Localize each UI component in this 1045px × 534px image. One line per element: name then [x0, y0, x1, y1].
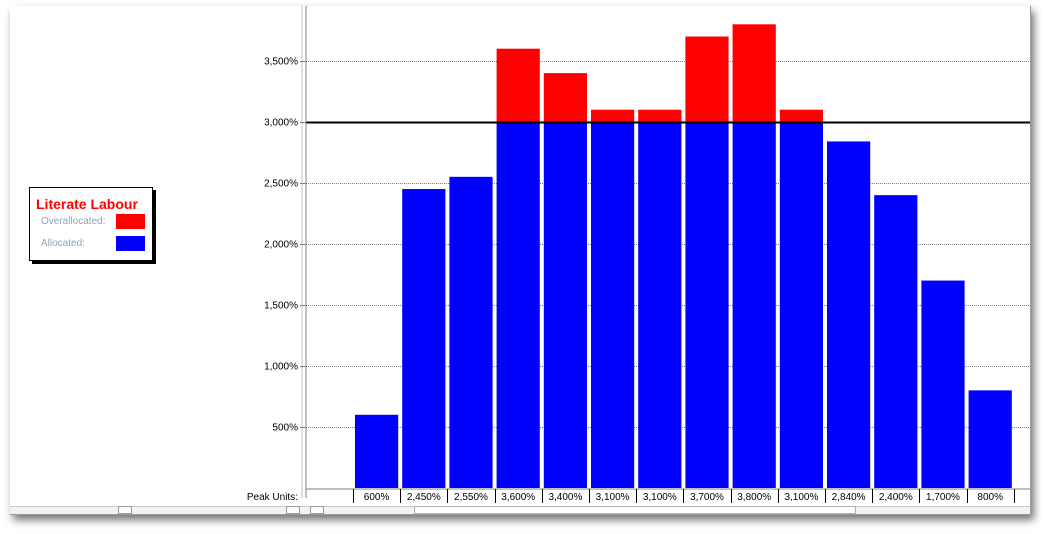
y-tick-label: 2,500%: [264, 179, 298, 190]
scroll-arrow-left[interactable]: [118, 506, 132, 514]
horizontal-scrollbar[interactable]: [414, 506, 856, 514]
y-tick-label: 2,000%: [264, 240, 298, 251]
y-axis: 500% 1,000% 1,500% 2,000% 2,500% 3,000% 3,500%: [264, 6, 307, 498]
legend-swatch-allocated: [116, 236, 145, 251]
legend: Literate Labour Overallocated: Allocated…: [29, 187, 153, 261]
y-tick-label: 3,000%: [264, 118, 298, 129]
chart-frame: Literate Labour Overallocated: Allocated…: [10, 6, 1031, 515]
peak-units-value: 2,400%: [879, 492, 913, 503]
legend-title: Literate Labour: [36, 196, 138, 212]
bar-allocated: [638, 121, 682, 489]
bar-overallocated: [543, 73, 587, 122]
peak-units-value: 3,100%: [596, 492, 630, 503]
peak-units-value: 3,800%: [737, 492, 771, 503]
bar-allocated: [732, 121, 776, 489]
bar-allocated: [921, 280, 965, 488]
legend-label-overallocated: Overallocated:: [41, 216, 106, 227]
scroll-arrow-left-chart[interactable]: [310, 506, 324, 514]
peak-units-value: 600%: [364, 492, 390, 503]
bar-allocated: [496, 121, 540, 489]
bar-allocated: [591, 121, 635, 489]
peak-units-label: Peak Units:: [247, 492, 298, 503]
peak-units-value: 3,600%: [501, 492, 535, 503]
resource-graph: 500% 1,000% 1,500% 2,000% 2,500% 3,000% 3,500%…: [247, 6, 1030, 503]
bar-overallocated: [732, 24, 776, 122]
legend-swatch-overallocated: [116, 214, 145, 229]
bar-allocated: [402, 189, 446, 489]
bar-overallocated: [779, 109, 823, 122]
bar-overallocated: [496, 48, 540, 122]
bar-allocated: [968, 390, 1012, 488]
y-tick-label: 1,000%: [264, 362, 298, 373]
peak-units-value: 800%: [977, 492, 1003, 503]
scroll-arrow-right[interactable]: [286, 506, 300, 514]
bar-allocated: [827, 141, 871, 488]
peak-units-value: 2,840%: [832, 492, 866, 503]
peak-units-value: 1,700%: [926, 492, 960, 503]
bar-allocated: [355, 414, 399, 488]
bar-overallocated: [638, 109, 682, 122]
legend-label-allocated: Allocated:: [41, 238, 85, 249]
peak-units-value: 3,400%: [548, 492, 582, 503]
peak-units-value: 3,100%: [643, 492, 677, 503]
peak-units-value: 3,700%: [690, 492, 724, 503]
bar-allocated: [779, 121, 823, 489]
bars: [306, 24, 1030, 489]
peak-units-value: 3,100%: [784, 492, 818, 503]
bar-allocated: [449, 176, 493, 488]
bar-allocated: [543, 121, 587, 489]
y-tick-label: 500%: [272, 423, 298, 434]
bar-overallocated: [685, 36, 729, 122]
peak-units-row: Peak Units: 600% 2,450% 2,550% 3,600% 3,400% 3…: [247, 488, 1030, 503]
bar-allocated: [685, 121, 729, 489]
bar-overallocated: [591, 109, 635, 122]
bar-allocated: [874, 195, 918, 489]
peak-units-value: 2,550%: [454, 492, 488, 503]
peak-units-value: 2,450%: [407, 492, 441, 503]
y-tick-label: 3,500%: [264, 57, 298, 68]
y-tick-label: 1,500%: [264, 301, 298, 312]
